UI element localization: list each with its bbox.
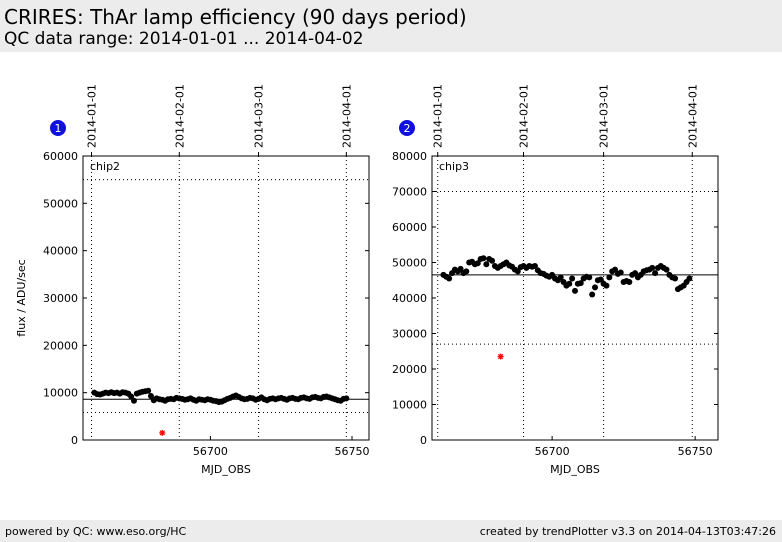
data-point bbox=[649, 264, 656, 271]
data-point bbox=[557, 274, 564, 281]
outlier-stroke bbox=[159, 430, 165, 436]
date-tick-label: 2014-02-01 bbox=[173, 84, 186, 148]
y-tick-label: 80000 bbox=[392, 150, 427, 163]
data-point bbox=[586, 274, 593, 281]
data-point bbox=[463, 268, 470, 275]
chart-panel-1: 2014-01-01 2014-02-01 2014-03-01 2014-04-01… bbox=[15, 84, 370, 476]
y-tick-label: 0 bbox=[71, 434, 78, 447]
badge-number: 2 bbox=[404, 122, 411, 135]
y-tick-label: 10000 bbox=[392, 399, 427, 412]
data-point bbox=[632, 270, 639, 277]
date-tick-label: 2014-01-01 bbox=[85, 84, 98, 148]
outlier-point bbox=[497, 353, 504, 360]
date-tick-label: 2014-03-01 bbox=[598, 84, 611, 148]
panel-number-badge: 2 bbox=[399, 120, 415, 136]
x-tick-label: 56700 bbox=[535, 445, 570, 458]
y-tick-label: 60000 bbox=[43, 150, 78, 163]
date-tick-label: 2014-04-01 bbox=[686, 84, 699, 148]
data-point bbox=[446, 275, 453, 282]
plot-frame bbox=[82, 155, 370, 441]
data-point bbox=[514, 268, 521, 275]
data-point bbox=[606, 274, 613, 281]
badge-circle bbox=[399, 120, 415, 136]
footer-bar: powered by QC: www.eso.org/HC created by… bbox=[0, 520, 782, 542]
data-point bbox=[612, 266, 619, 273]
data-point bbox=[474, 260, 481, 267]
y-tick-label: 60000 bbox=[392, 221, 427, 234]
date-tick-label: 2014-03-01 bbox=[253, 84, 266, 148]
y-tick-label: 30000 bbox=[43, 292, 78, 305]
data-point bbox=[572, 287, 578, 294]
data-point bbox=[531, 263, 538, 270]
outlier-stroke bbox=[497, 353, 504, 360]
data-point bbox=[672, 275, 679, 282]
date-tick-label: 2014-04-01 bbox=[340, 84, 353, 148]
data-point bbox=[457, 265, 464, 272]
data-point bbox=[145, 387, 152, 394]
y-tick-label: 40000 bbox=[392, 292, 427, 305]
data-point bbox=[663, 266, 670, 273]
data-point bbox=[617, 269, 624, 276]
chart-panel-2: 2014-01-01 2014-02-01 2014-03-01 2014-04-01… bbox=[392, 84, 719, 476]
y-tick-label: 20000 bbox=[392, 363, 427, 376]
data-point bbox=[566, 280, 573, 287]
x-tick-label: 56700 bbox=[193, 445, 228, 458]
footer-credit: powered by QC: www.eso.org/HC bbox=[5, 525, 187, 538]
data-point bbox=[569, 275, 576, 282]
y-tick-label: 70000 bbox=[392, 186, 427, 199]
y-tick-label: 30000 bbox=[392, 328, 427, 341]
page-subtitle: QC data range: 2014-01-01 ... 2014-04-02 bbox=[4, 29, 364, 49]
y-tick-label: 50000 bbox=[392, 257, 427, 270]
data-point bbox=[480, 255, 487, 262]
data-point bbox=[589, 291, 596, 298]
data-point bbox=[130, 397, 137, 404]
data-point bbox=[652, 270, 659, 277]
x-tick-label: 56750 bbox=[678, 445, 713, 458]
y-tick-label: 20000 bbox=[43, 339, 78, 352]
data-point bbox=[603, 282, 610, 289]
page-title: CRIRES: ThAr lamp efficiency (90 days pe… bbox=[4, 5, 467, 29]
panel-number-badge: 1 bbox=[50, 120, 66, 136]
data-point bbox=[686, 275, 693, 282]
data-point bbox=[128, 393, 135, 400]
y-tick-label: 40000 bbox=[43, 245, 78, 258]
data-point bbox=[592, 284, 599, 291]
outlier-point bbox=[159, 429, 166, 436]
plot-frame bbox=[431, 155, 719, 441]
data-point bbox=[147, 392, 154, 399]
panel-label: chip2 bbox=[90, 160, 120, 173]
x-axis-label: MJD_OBS bbox=[201, 463, 251, 476]
x-axis-label: MJD_OBS bbox=[550, 463, 600, 476]
data-point bbox=[626, 279, 633, 286]
y-tick-label: 10000 bbox=[43, 387, 78, 400]
panel-label: chip3 bbox=[439, 160, 469, 173]
data-point bbox=[577, 280, 584, 287]
date-tick-label: 2014-02-01 bbox=[518, 84, 531, 148]
x-tick-label: 56750 bbox=[335, 445, 370, 458]
y-tick-label: 0 bbox=[420, 434, 427, 447]
data-point bbox=[343, 395, 350, 402]
header-bar: CRIRES: ThAr lamp efficiency (90 days pe… bbox=[0, 0, 782, 52]
data-point bbox=[489, 257, 496, 264]
date-tick-label: 2014-01-01 bbox=[432, 84, 445, 148]
data-point bbox=[483, 261, 490, 268]
y-axis-label: flux / ADU/sec bbox=[15, 259, 28, 336]
y-tick-label: 50000 bbox=[43, 197, 78, 210]
badge-circle bbox=[50, 120, 66, 136]
badge-number: 1 bbox=[55, 122, 62, 135]
data-point bbox=[597, 276, 604, 283]
footer-timestamp: created by trendPlotter v3.3 on 2014-04-… bbox=[479, 525, 776, 538]
